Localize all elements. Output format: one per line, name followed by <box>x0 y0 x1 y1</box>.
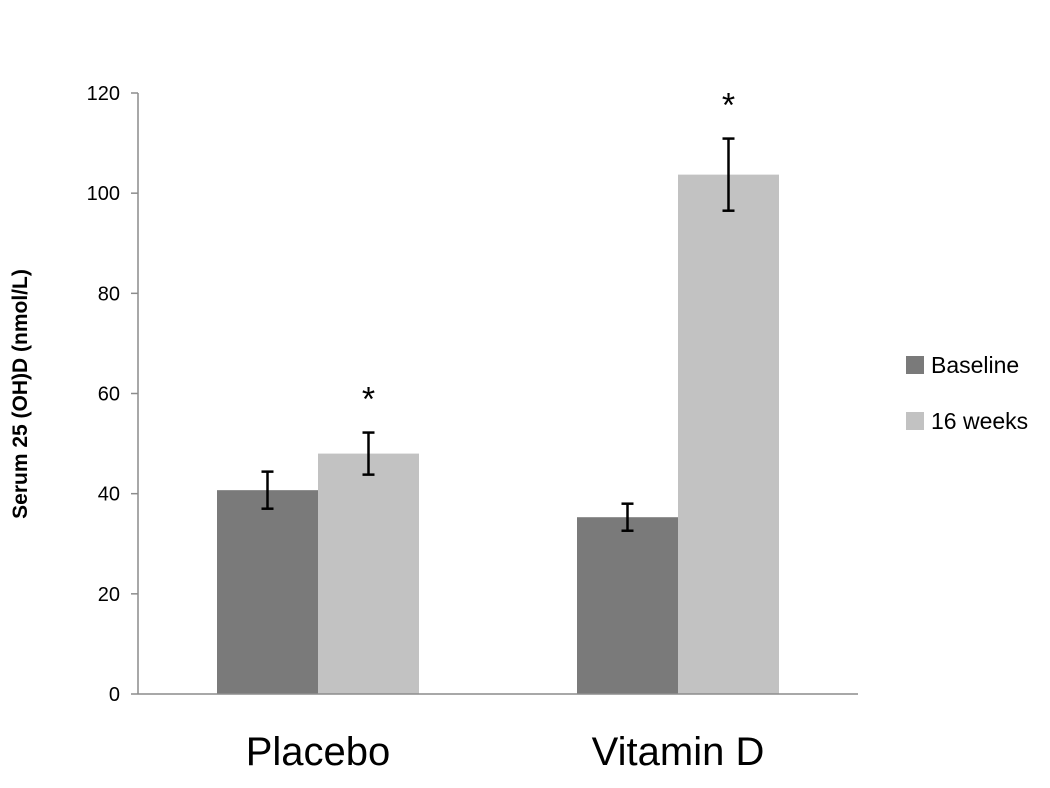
y-axis-label: Serum 25 (OH)D (nmol/L) <box>9 269 32 519</box>
y-tick-label: 100 <box>87 183 120 205</box>
legend-swatch <box>906 412 924 430</box>
error-bar <box>621 502 634 532</box>
significance-marker: * <box>362 381 375 419</box>
y-tick-label: 80 <box>98 283 120 305</box>
significance-marker: * <box>722 87 735 125</box>
legend: Baseline 16 weeks <box>906 352 1028 434</box>
legend-label: 16 weeks <box>931 408 1028 434</box>
category-labels-layer: Placebo Vitamin D <box>246 730 765 774</box>
bars-layer <box>217 174 779 694</box>
legend-swatch <box>906 356 924 374</box>
x-category-label: Vitamin D <box>592 730 765 774</box>
error-bars-layer <box>261 137 735 532</box>
legend-item: 16 weeks <box>906 408 1028 434</box>
annotations-layer: ** <box>362 87 735 419</box>
legend-label: Baseline <box>931 352 1019 378</box>
bar-16-weeks-vitamin-d <box>678 174 779 694</box>
y-tick-label: 20 <box>98 584 120 606</box>
bar-16-weeks-placebo <box>318 453 419 694</box>
error-bar <box>722 137 735 212</box>
bar-baseline-vitamin-d <box>577 517 678 694</box>
error-bar <box>362 431 375 476</box>
y-tick-label: 60 <box>98 384 120 406</box>
y-tick-label: 120 <box>87 83 120 105</box>
legend-item: Baseline <box>906 352 1019 378</box>
y-ticks-layer: 0 20 40 60 80 100 120 <box>87 83 138 706</box>
error-bar <box>261 470 274 510</box>
y-tick-label: 40 <box>98 484 120 506</box>
y-tick-label: 0 <box>109 684 120 706</box>
x-category-label: Placebo <box>246 730 391 774</box>
bar-baseline-placebo <box>217 490 318 694</box>
